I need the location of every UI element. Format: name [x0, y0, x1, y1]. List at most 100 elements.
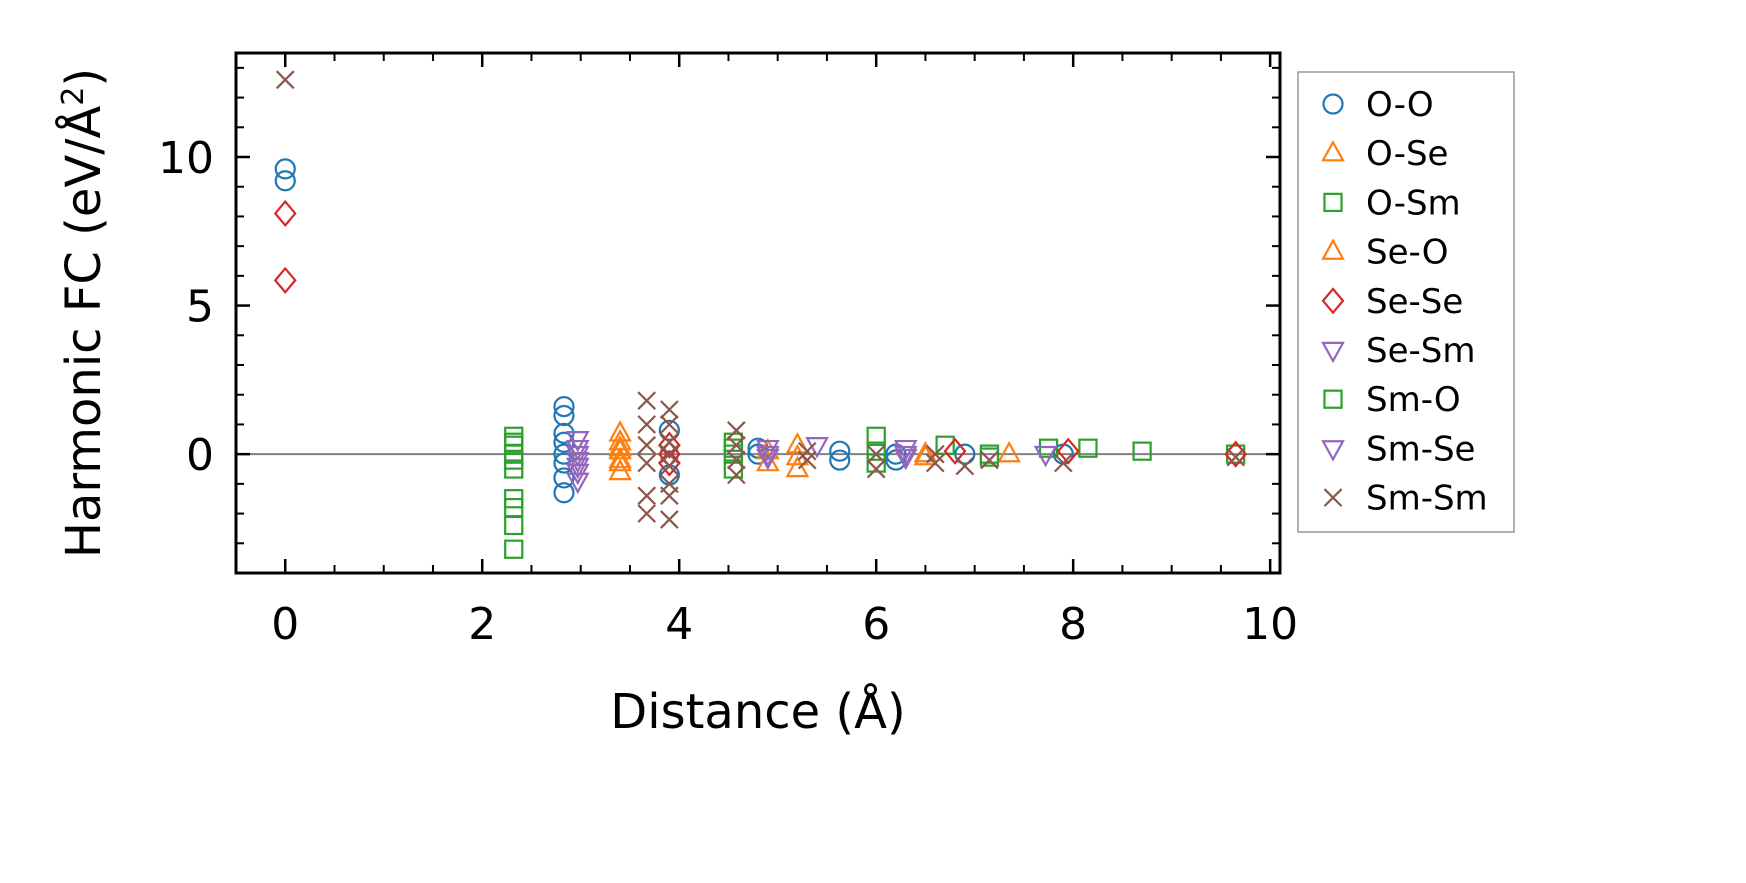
data-point-sm-sm [727, 421, 746, 440]
legend-marker-se-sm [1321, 341, 1345, 364]
data-point-se-se [273, 266, 297, 294]
data-point-sm-sm [637, 391, 657, 410]
legend-label: Se-Sm [1366, 331, 1475, 371]
series-sm-sm [275, 70, 1246, 529]
data-point-o-sm [1132, 441, 1152, 461]
data-point-o-se [785, 432, 810, 454]
data-point-sm-sm [660, 486, 679, 506]
legend-marker-sm-o [1323, 389, 1343, 409]
legend-item-se-o: Se-O [1321, 233, 1448, 273]
data-point-o-sm [504, 539, 524, 559]
data-point-o-sm [866, 426, 886, 446]
data-point-sm-sm [275, 70, 295, 90]
data-point-se-sm [893, 448, 918, 471]
data-point-se-o [608, 435, 632, 457]
data-point-o-o [274, 158, 296, 180]
data-point-se-o [608, 446, 632, 469]
legend: O-O O-Se O-Sm Se-O Se-Se Se-Sm Sm-O Sm-Se Sm-Sm [1297, 71, 1515, 533]
data-point-sm-sm [637, 453, 657, 473]
data-point-o-o [829, 440, 851, 462]
y-tick-label: 0 [186, 430, 214, 481]
data-point-o-o [553, 467, 575, 489]
data-point-sm-se [756, 445, 780, 468]
data-point-sm-sm [637, 486, 657, 506]
data-point-sm-sm [637, 504, 657, 523]
data-point-o-sm [935, 435, 955, 455]
data-point-se-sm [1033, 445, 1058, 468]
data-point-sm-sm [797, 441, 817, 461]
legend-label: Sm-Se [1366, 429, 1475, 469]
legend-label: O-Se [1366, 134, 1448, 174]
plot-frame [234, 51, 1282, 575]
data-point-se-se [943, 437, 967, 465]
legend-marker-sm-sm [1323, 488, 1343, 507]
data-point-sm-sm [797, 450, 817, 470]
data-point-o-o [553, 396, 575, 418]
data-point-se-sm [565, 472, 590, 495]
legend-item-sm-sm: Sm-Sm [1323, 479, 1488, 519]
data-point-o-o [829, 449, 851, 471]
legend-marker-se-se [1321, 287, 1345, 315]
plot-area [234, 51, 1282, 575]
legend-item-se-sm: Se-Sm [1321, 331, 1475, 371]
data-point-sm-sm [660, 510, 679, 529]
data-point-se-o [913, 443, 938, 466]
data-point-o-se [608, 449, 632, 472]
legend-item-sm-o: Sm-O [1323, 380, 1461, 420]
axis-tick-labels: 0 2 4 6 8 10 0 5 10 [158, 133, 1298, 650]
series-sm-se [565, 445, 918, 480]
data-point-sm-sm [727, 465, 746, 485]
series-se-se [273, 199, 1248, 477]
legend-label: O-Sm [1366, 183, 1461, 223]
data-point-o-se [785, 455, 810, 478]
legend-label: O-O [1366, 85, 1434, 125]
y-tick-label: 5 [186, 282, 214, 333]
data-point-se-sm [565, 439, 590, 462]
data-point-sm-o [504, 450, 524, 470]
legend-item-o-sm: O-Sm [1323, 183, 1461, 223]
legend-label: Sm-Sm [1366, 479, 1488, 519]
y-axis-title-superscript: 2 [56, 87, 91, 106]
legend-marker-sm-se [1321, 440, 1345, 462]
x-tick-label: 10 [1242, 599, 1298, 650]
data-point-sm-se [565, 457, 590, 480]
legend-item-sm-se: Sm-Se [1321, 429, 1475, 469]
data-point-o-o [553, 482, 575, 504]
x-tick-label: 8 [1059, 599, 1087, 650]
data-point-sm-sm [925, 453, 945, 473]
legend-marker-o-se [1321, 140, 1345, 162]
data-point-sm-sm [866, 459, 886, 479]
x-tick-label: 2 [468, 599, 496, 650]
legend-item-o-o: O-O [1322, 85, 1434, 125]
legend-marker-se-o [1321, 238, 1345, 260]
data-point-o-o [553, 443, 575, 465]
data-point-o-sm [1038, 438, 1059, 458]
data-point-sm-sm [1053, 453, 1073, 473]
data-point-o-sm [1078, 438, 1098, 458]
y-axis-title: Harmonic FC (eV/Å2) [55, 68, 112, 558]
data-point-sm-se [893, 445, 918, 468]
data-point-o-o [553, 404, 575, 427]
data-point-o-se [608, 437, 632, 460]
legend-label: Se-Se [1366, 282, 1463, 322]
x-tick-label: 0 [271, 599, 299, 650]
y-tick-label: 10 [158, 133, 214, 184]
data-point-sm-sm [660, 456, 679, 476]
axis-ticks [235, 53, 1280, 574]
data-point-sm-sm [955, 456, 975, 476]
data-point-sm-sm [637, 415, 657, 434]
data-point-se-se [1056, 437, 1080, 465]
data-point-sm-sm [660, 400, 679, 419]
data-point-sm-sm [727, 450, 746, 470]
data-point-sm-sm [925, 444, 945, 464]
data-point-o-o [885, 443, 907, 465]
data-point-o-sm [504, 515, 524, 536]
legend-items: O-O O-Se O-Sm Se-O Se-Se Se-Sm Sm-O Sm-Se Sm-Sm [1321, 85, 1488, 519]
x-tick-label: 6 [862, 599, 890, 650]
data-point-sm-sm [660, 415, 679, 434]
legend-item-o-se: O-Se [1321, 134, 1448, 174]
data-point-o-o [274, 170, 296, 192]
data-point-o-se [608, 458, 632, 481]
data-point-se-se [273, 199, 297, 228]
data-point-sm-o [866, 441, 886, 461]
